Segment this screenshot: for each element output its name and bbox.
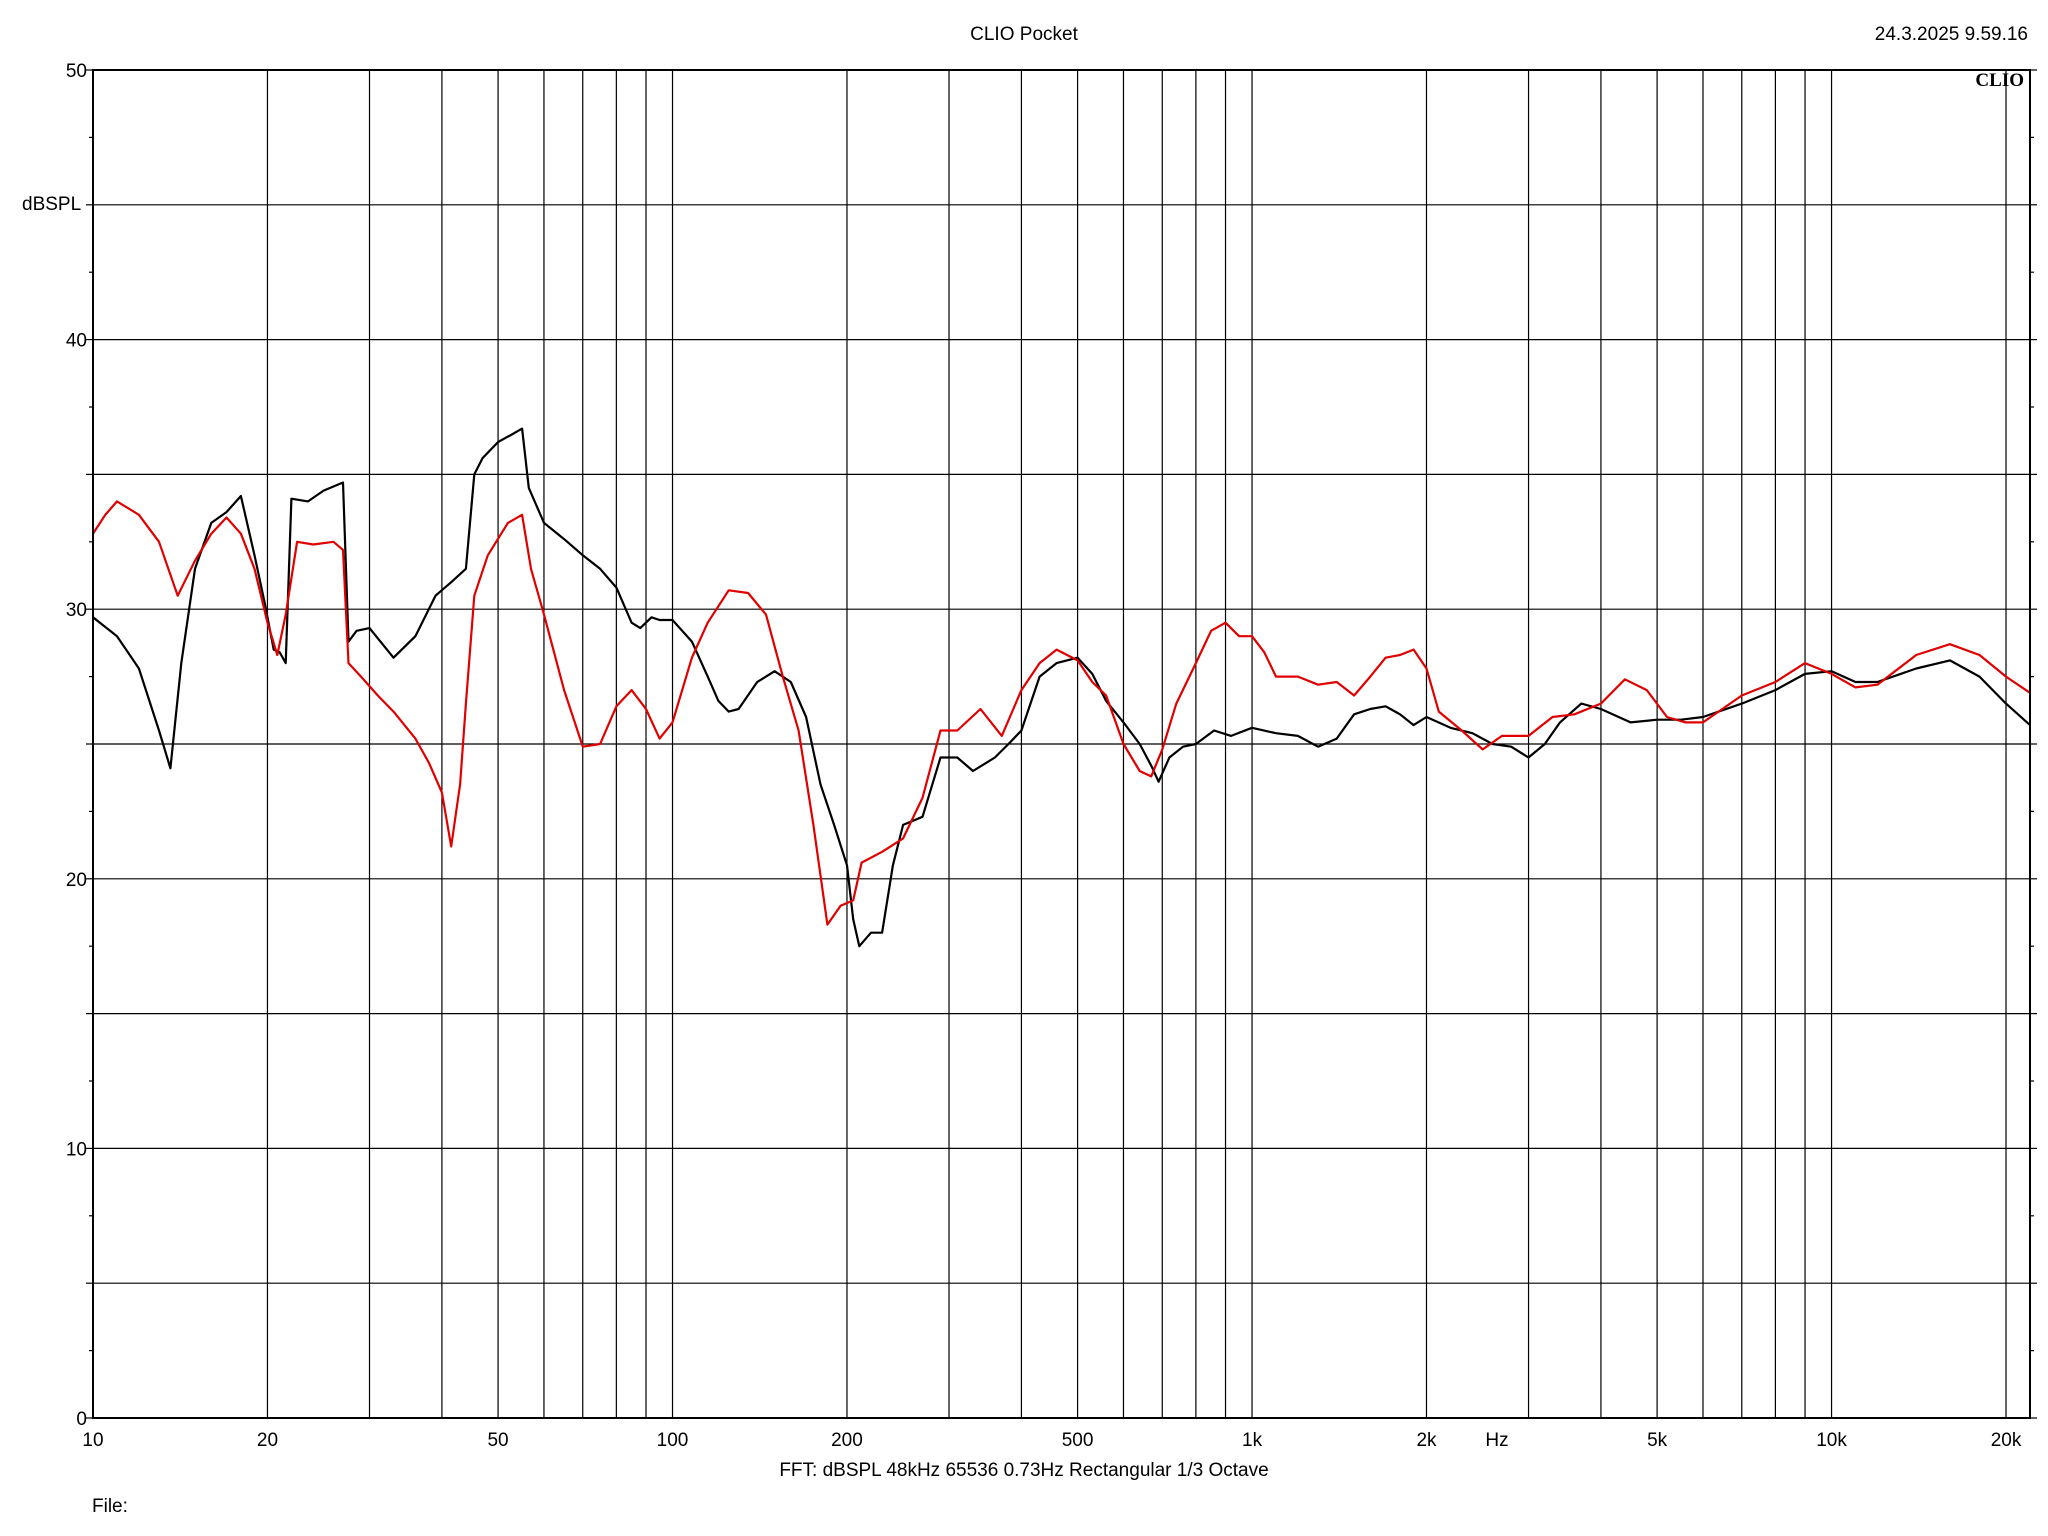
x-tick-label: 20k — [1991, 1430, 2022, 1451]
x-tick-label: 10k — [1816, 1430, 1847, 1451]
x-tick-label: 5k — [1647, 1430, 1668, 1451]
x-axis-label: Hz — [1485, 1430, 1508, 1451]
x-tick-label: 200 — [831, 1430, 863, 1451]
y-tick-label: 0 — [76, 1409, 87, 1430]
clio-logo: CLIO — [1975, 70, 2024, 91]
y-tick-label: 50 — [66, 61, 87, 82]
y-tick-label: 40 — [66, 331, 87, 352]
y-tick-label: 10 — [66, 1139, 87, 1160]
y-axis-label: dBSPL — [22, 194, 81, 215]
series-line-2 — [93, 500, 2030, 926]
x-tick-label: 20 — [257, 1430, 278, 1451]
x-tick-label: 1k — [1242, 1430, 1263, 1451]
x-tick-label: 10 — [82, 1430, 103, 1451]
fft-settings-info: FFT: dBSPL 48kHz 65536 0.73Hz Rectangula… — [779, 1460, 1269, 1481]
x-tick-label: 2k — [1416, 1430, 1437, 1451]
x-tick-label: 100 — [657, 1430, 689, 1451]
x-tick-label: 50 — [487, 1430, 508, 1451]
y-tick-label: 30 — [66, 600, 87, 621]
chart-title: CLIO Pocket — [970, 24, 1078, 45]
file-label: File: — [92, 1496, 128, 1517]
series-line-1 — [93, 427, 2030, 948]
x-tick-label: 500 — [1062, 1430, 1094, 1451]
series-layer — [93, 427, 2030, 948]
measurement-datetime: 24.3.2025 9.59.16 — [1874, 24, 2028, 45]
y-tick-label: 20 — [66, 870, 87, 891]
grid — [92, 69, 2030, 1419]
plot-frame — [92, 69, 2031, 1419]
